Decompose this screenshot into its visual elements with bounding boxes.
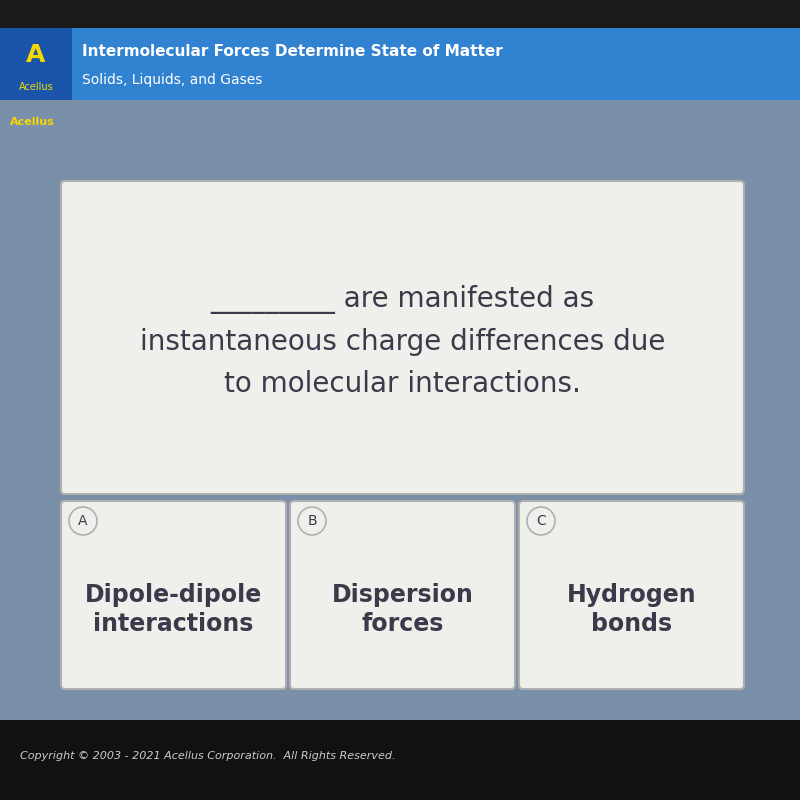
- Text: instantaneous charge differences due: instantaneous charge differences due: [140, 328, 665, 356]
- Text: Acellus: Acellus: [18, 82, 54, 92]
- Circle shape: [298, 507, 326, 535]
- Text: Dipole-dipole
interactions: Dipole-dipole interactions: [85, 582, 262, 636]
- Text: _________ are manifested as: _________ are manifested as: [210, 286, 594, 314]
- Text: Copyright © 2003 - 2021 Acellus Corporation.  All Rights Reserved.: Copyright © 2003 - 2021 Acellus Corporat…: [20, 751, 395, 761]
- Bar: [0, 28, 72, 100]
- Text: Dispersion
forces: Dispersion forces: [331, 582, 474, 636]
- Text: A: A: [26, 43, 46, 67]
- Circle shape: [69, 507, 97, 535]
- Bar: [0, 0, 800, 28]
- FancyBboxPatch shape: [61, 501, 286, 689]
- FancyBboxPatch shape: [290, 501, 515, 689]
- FancyBboxPatch shape: [519, 501, 744, 689]
- Text: Solids, Liquids, and Gases: Solids, Liquids, and Gases: [82, 73, 262, 87]
- Text: to molecular interactions.: to molecular interactions.: [224, 370, 581, 398]
- Text: Acellus: Acellus: [10, 117, 54, 127]
- Text: A: A: [78, 514, 88, 528]
- FancyBboxPatch shape: [61, 181, 744, 494]
- Text: C: C: [536, 514, 546, 528]
- Text: B: B: [307, 514, 317, 528]
- Circle shape: [527, 507, 555, 535]
- Text: Intermolecular Forces Determine State of Matter: Intermolecular Forces Determine State of…: [82, 43, 502, 58]
- Bar: [0, 28, 800, 100]
- Bar: [0, 720, 800, 800]
- Text: Hydrogen
bonds: Hydrogen bonds: [566, 582, 696, 636]
